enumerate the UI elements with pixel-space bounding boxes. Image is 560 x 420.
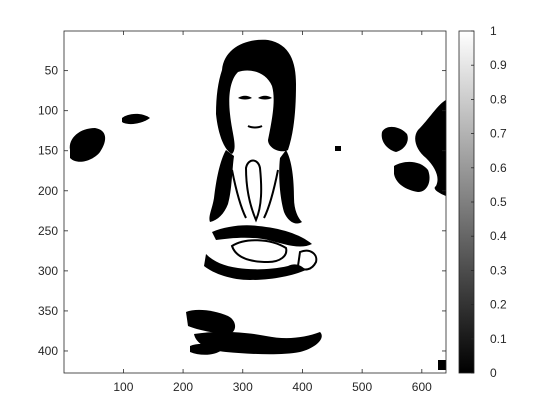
y-tick-label: 100 <box>38 104 58 118</box>
colorbar-tick-label: 1 <box>490 24 497 38</box>
colorbar-tick-label: 0 <box>490 366 497 380</box>
image-eye-left <box>238 95 252 100</box>
colorbar-tick-label: 0.2 <box>490 298 507 312</box>
colorbar-tick-label: 0.8 <box>490 92 507 106</box>
image-chest-line-2 <box>263 169 279 219</box>
image-arm-right <box>279 150 302 224</box>
y-tick-label: 350 <box>38 304 58 318</box>
image-mouth <box>247 125 263 129</box>
colorbar-tick-label: 0.1 <box>490 332 507 346</box>
image-chest-line <box>231 169 247 219</box>
image-leg-left <box>186 309 236 334</box>
image-speck <box>335 146 341 151</box>
image-background <box>64 31 446 373</box>
image-corner-speck <box>438 360 446 370</box>
image-foot-left <box>190 343 222 355</box>
image-arm-left <box>209 150 234 222</box>
x-tick-label: 300 <box>233 380 253 394</box>
y-tick-label: 250 <box>38 224 58 238</box>
y-tick-label: 200 <box>38 184 58 198</box>
colorbar-tick-label: 0.3 <box>490 263 507 277</box>
y-tick-label: 400 <box>38 344 58 358</box>
x-tick-label: 600 <box>412 380 432 394</box>
image-hands <box>244 159 263 223</box>
plot-box <box>63 30 447 374</box>
colorbar-tick-label: 0.9 <box>490 58 507 72</box>
colorbar-ticks: 0 0.1 0.2 0.3 0.4 0.5 0.6 0.7 0.8 0.9 1 <box>471 24 507 380</box>
x-tick-label: 200 <box>173 380 193 394</box>
image-lap-shadow <box>204 254 306 280</box>
axis-ticks: 100 200 300 400 500 600 50 100 150 200 250 300 350 40… <box>38 31 446 394</box>
image-blob-right-edge <box>415 100 446 196</box>
image-leg-shadow <box>194 331 322 355</box>
x-tick-label: 100 <box>113 380 133 394</box>
y-tick-label: 50 <box>45 64 59 78</box>
image-hair <box>216 39 296 154</box>
x-tick-label: 400 <box>292 380 312 394</box>
colorbar-tick-label: 0.4 <box>490 229 507 243</box>
image-lap-center <box>230 239 288 264</box>
image-eye-right <box>258 95 272 100</box>
image-blob-left <box>69 128 106 162</box>
colorbar-tick-label: 0.6 <box>490 161 507 175</box>
image-lap-dark <box>212 225 312 247</box>
y-tick-label: 150 <box>38 144 58 158</box>
x-tick-label: 500 <box>352 380 372 394</box>
y-tick-label: 300 <box>38 264 58 278</box>
image-plot <box>64 31 446 373</box>
image-blob-small-left <box>122 113 150 125</box>
colorbar-tick-label: 0.7 <box>490 127 507 141</box>
image-blob-right-lower <box>394 161 430 192</box>
colorbar-tick-label: 0.5 <box>490 195 507 209</box>
image-blob-right-upper <box>381 126 408 152</box>
